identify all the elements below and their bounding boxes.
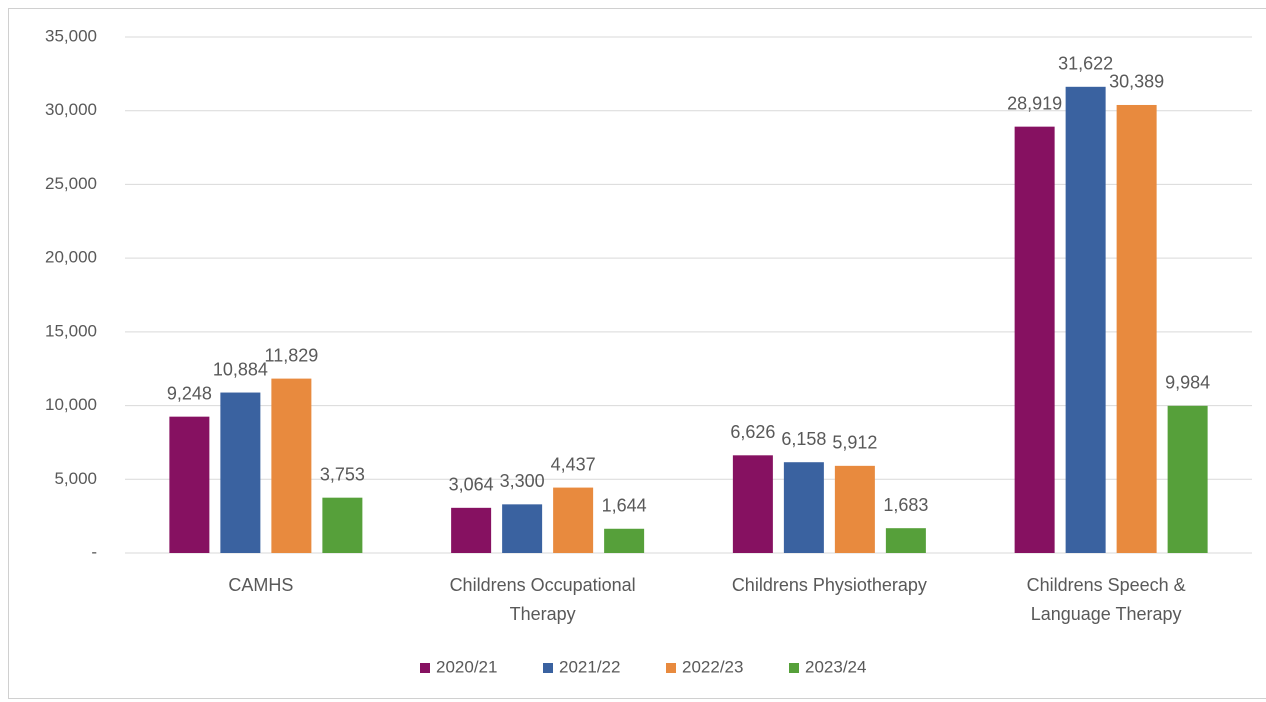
x-tick-label: Childrens Occupational Therapy [449,575,636,624]
bar [220,392,261,553]
legend-swatch [666,663,676,673]
legend-swatch [789,663,799,673]
data-label: 30,389 [1109,72,1164,92]
x-tick-label: Childrens Speech & Language Therapy [1026,575,1186,624]
bar [1167,405,1208,553]
chart-border [8,8,1266,699]
bar [553,487,594,553]
legend-label: 2020/21 [436,657,497,676]
legend-label: 2022/23 [682,657,743,676]
data-label: 28,919 [1007,93,1062,113]
bar [1065,86,1106,554]
data-label: 3,753 [320,464,365,484]
legend-label: 2023/24 [805,657,866,676]
bar [502,504,543,553]
bar [1116,104,1157,554]
bar [834,465,875,553]
x-tick-label: CAMHS [228,575,294,595]
data-label: 3,300 [500,471,545,491]
bar [732,455,773,553]
y-tick-label: 20,000 [45,248,97,267]
bar [604,528,645,553]
y-tick-label: 15,000 [45,321,97,340]
legend-swatch [543,663,553,673]
data-label: 31,622 [1058,54,1113,74]
data-label: 6,626 [730,422,775,442]
bar [271,378,312,553]
y-tick-label: 10,000 [45,395,97,414]
bar [783,462,824,553]
data-label: 3,064 [449,475,494,495]
data-label: 9,984 [1165,373,1210,393]
data-label: 5,912 [832,433,877,453]
y-tick-label: - [91,542,97,561]
y-tick-label: 5,000 [54,469,97,488]
data-label: 10,884 [213,359,268,379]
bar [169,416,210,553]
bar [451,507,492,553]
bar [1014,126,1055,554]
bar [322,497,363,553]
y-tick-label: 25,000 [45,174,97,193]
data-label: 4,437 [551,454,596,474]
data-label: 1,683 [883,495,928,515]
data-label: 6,158 [781,429,826,449]
data-label: 9,248 [167,383,212,403]
legend-label: 2021/22 [559,657,620,676]
x-tick-label: Childrens Physiotherapy [731,575,927,595]
legend-swatch [420,663,430,673]
data-label: 11,829 [265,345,319,365]
y-tick-label: 30,000 [45,100,97,119]
y-tick-label: 35,000 [45,26,97,45]
data-label: 1,644 [602,496,647,516]
bar [885,528,926,553]
